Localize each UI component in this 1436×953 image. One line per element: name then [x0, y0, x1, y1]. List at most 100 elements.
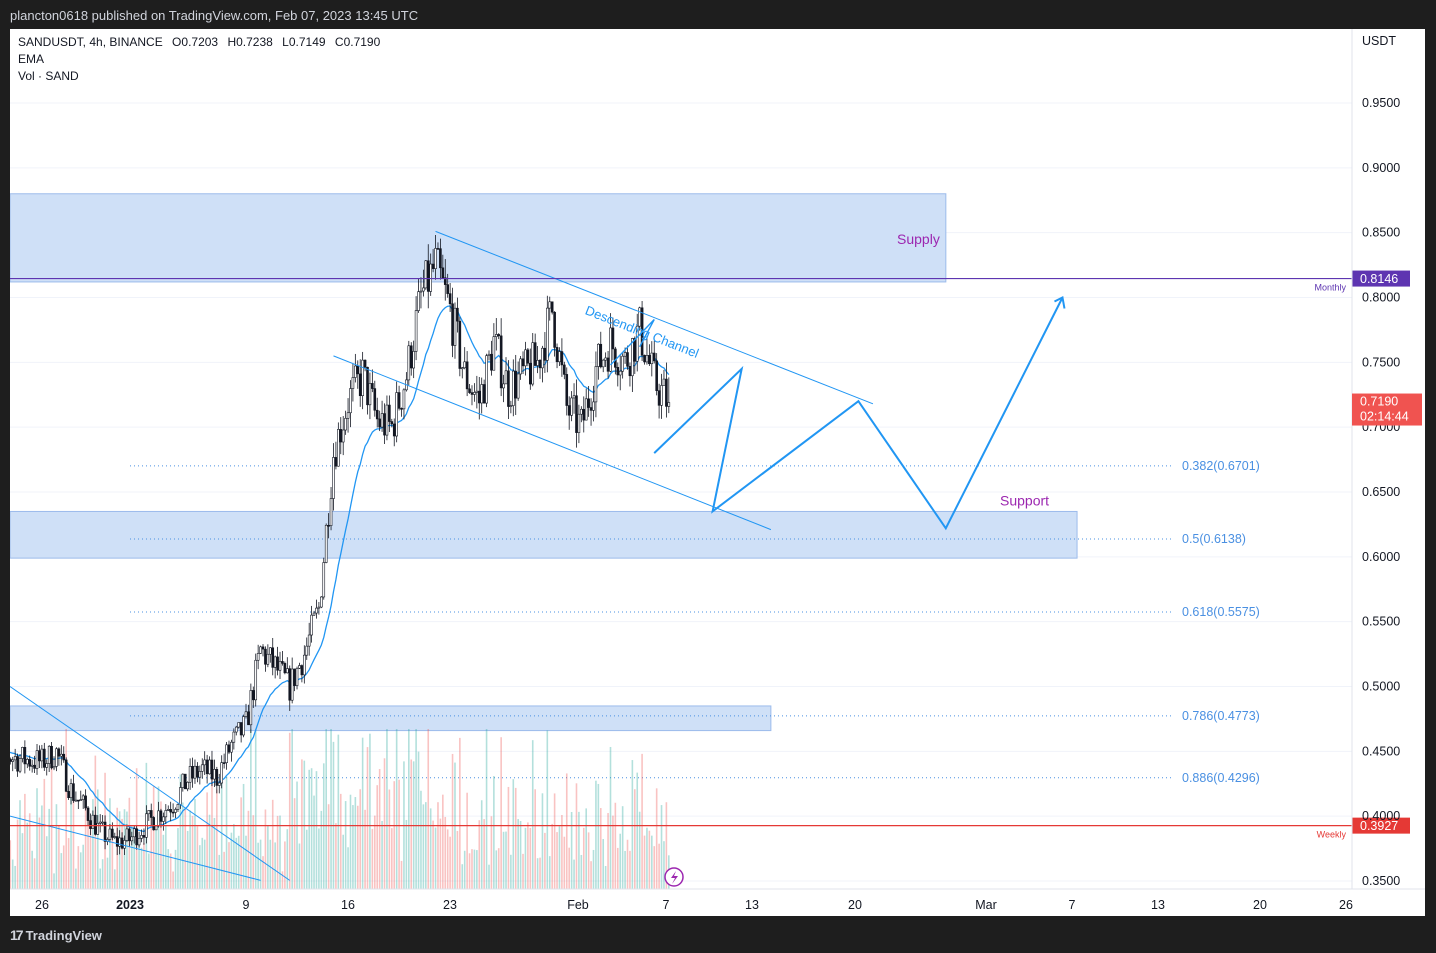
- candle-body: [546, 307, 549, 361]
- candle: [616, 362, 620, 387]
- candle-body: [380, 413, 384, 428]
- candle-body: [441, 267, 445, 279]
- weekly-price-tag: [1352, 817, 1410, 834]
- candle: [140, 829, 143, 843]
- candle-body: [13, 756, 17, 761]
- candle-body: [567, 405, 571, 416]
- volume-bar: [55, 804, 58, 889]
- tradingview-logo[interactable]: 17 TradingView: [10, 927, 102, 943]
- candle-body: [587, 398, 590, 408]
- candle-body: [288, 668, 292, 701]
- candle: [55, 747, 58, 772]
- time-tick-label: 23: [443, 898, 457, 912]
- candle-body: [188, 766, 192, 783]
- candle-body: [38, 750, 41, 762]
- candle-body: [553, 311, 556, 348]
- projection-path: [653, 297, 1064, 531]
- candle-body: [531, 342, 535, 385]
- candle-body: [434, 248, 437, 269]
- monthly-price-tag-text: 0.8146: [1360, 272, 1398, 286]
- candle: [358, 359, 362, 407]
- volume-bar: [488, 864, 490, 889]
- candle-body: [550, 301, 554, 313]
- candle: [62, 746, 66, 763]
- candle-body: [120, 837, 124, 849]
- volume-bar: [536, 858, 539, 889]
- candle: [526, 348, 530, 367]
- candle: [247, 704, 250, 726]
- candle: [166, 805, 170, 812]
- volume-bar: [653, 846, 656, 889]
- candle: [502, 374, 505, 403]
- volume-bar: [485, 729, 488, 889]
- candle-body: [426, 260, 430, 292]
- candle-body: [439, 248, 442, 269]
- volume-bar: [264, 809, 267, 889]
- chart-area[interactable]: Supply Support 0.382(0.6701) 0.5(0.6138) 0.6…: [10, 29, 1425, 916]
- candle: [414, 296, 418, 361]
- candle: [580, 406, 583, 423]
- candle: [584, 388, 588, 421]
- monthly-price-tag: [1352, 270, 1410, 287]
- volume-bar: [497, 848, 500, 889]
- volume-bar: [281, 871, 284, 889]
- volume-bar: [393, 781, 396, 889]
- candle: [563, 361, 566, 380]
- candle: [475, 375, 479, 409]
- volume-bar: [330, 729, 332, 889]
- candle: [293, 668, 296, 692]
- candle: [84, 789, 87, 811]
- candle: [349, 380, 352, 428]
- price-chart[interactable]: Supply Support 0.382(0.6701) 0.5(0.6138) 0.6…: [10, 29, 1425, 916]
- volume-bar: [500, 737, 502, 889]
- candle: [565, 367, 569, 416]
- candle-body: [271, 647, 275, 668]
- candle: [264, 646, 267, 672]
- candle: [628, 362, 632, 387]
- zone-rect-lower: [10, 705, 772, 732]
- candle-body: [409, 345, 413, 369]
- candle: [237, 722, 241, 729]
- candle: [494, 318, 498, 351]
- candle: [354, 353, 357, 383]
- candle: [470, 385, 474, 406]
- candle-body: [247, 711, 250, 726]
- candle: [434, 235, 437, 280]
- candle-body: [208, 759, 211, 775]
- volume-bar: [342, 834, 344, 889]
- candle: [555, 343, 559, 369]
- volume-bar: [182, 802, 184, 889]
- volume-bar: [665, 802, 668, 889]
- volume-bar: [259, 839, 262, 889]
- candle-body: [456, 307, 459, 322]
- candle-body: [77, 799, 80, 802]
- lightning-icon-bolt: [671, 871, 678, 884]
- candle-body: [162, 816, 165, 822]
- candle: [645, 338, 649, 365]
- candle: [485, 353, 488, 408]
- candle-body: [375, 409, 379, 420]
- candle: [186, 781, 189, 792]
- candle-body: [453, 307, 457, 346]
- volume-bar: [468, 853, 471, 889]
- candle: [524, 341, 527, 376]
- candle-body: [196, 765, 199, 778]
- candle-body: [118, 837, 121, 847]
- volume-bar: [524, 827, 527, 889]
- volume-bar: [82, 844, 84, 889]
- volume-bar: [250, 729, 252, 889]
- candle: [169, 801, 172, 822]
- candle: [346, 398, 350, 433]
- volume-bar: [636, 772, 639, 889]
- volume-bar: [354, 797, 357, 889]
- volume-bar: [194, 798, 196, 889]
- candle: [487, 350, 491, 361]
- candle: [10, 757, 12, 765]
- publish-text: plancton0618 published on TradingView.co…: [10, 8, 419, 23]
- volume-bar: [75, 868, 77, 889]
- volume-bar: [420, 790, 422, 889]
- candle: [317, 602, 321, 615]
- candle-body: [147, 810, 151, 815]
- time-tick-label: 20: [1253, 898, 1267, 912]
- candle: [429, 253, 432, 296]
